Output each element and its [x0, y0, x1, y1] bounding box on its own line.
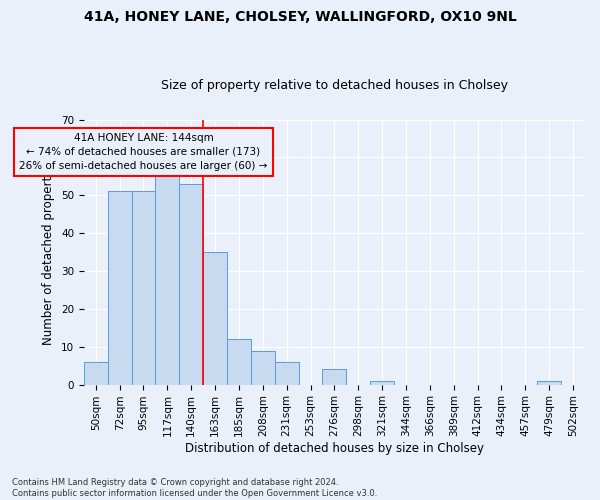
Text: Contains HM Land Registry data © Crown copyright and database right 2024.
Contai: Contains HM Land Registry data © Crown c… — [12, 478, 377, 498]
Bar — [537, 381, 561, 384]
Bar — [84, 362, 107, 384]
Title: Size of property relative to detached houses in Cholsey: Size of property relative to detached ho… — [161, 79, 508, 92]
Bar — [251, 350, 275, 384]
Bar — [107, 192, 131, 384]
Bar — [155, 161, 179, 384]
Text: 41A HONEY LANE: 144sqm
← 74% of detached houses are smaller (173)
26% of semi-de: 41A HONEY LANE: 144sqm ← 74% of detached… — [19, 133, 268, 171]
Bar — [227, 339, 251, 384]
Bar — [131, 192, 155, 384]
Bar — [370, 381, 394, 384]
Y-axis label: Number of detached properties: Number of detached properties — [43, 159, 55, 345]
Bar — [275, 362, 299, 384]
Bar — [203, 252, 227, 384]
Bar — [322, 370, 346, 384]
Bar — [179, 184, 203, 384]
X-axis label: Distribution of detached houses by size in Cholsey: Distribution of detached houses by size … — [185, 442, 484, 455]
Text: 41A, HONEY LANE, CHOLSEY, WALLINGFORD, OX10 9NL: 41A, HONEY LANE, CHOLSEY, WALLINGFORD, O… — [83, 10, 517, 24]
